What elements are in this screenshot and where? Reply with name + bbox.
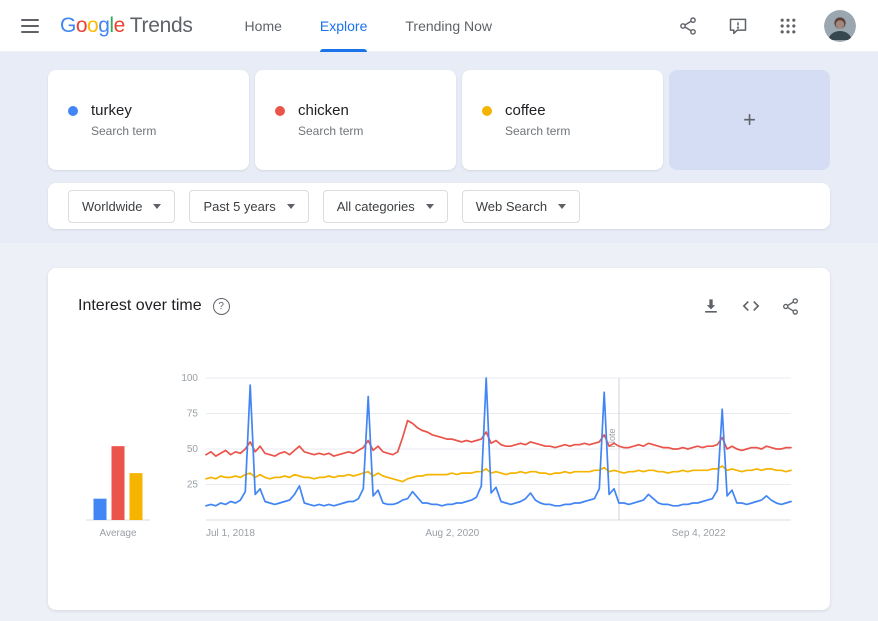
comparison-cards: turkey Search term chicken Search term c…	[48, 70, 830, 170]
hamburger-icon	[21, 18, 39, 33]
nav-trending-now[interactable]: Trending Now	[405, 17, 493, 34]
logo[interactable]: Google Trends	[60, 14, 193, 38]
feedback-bubble-icon	[729, 18, 747, 34]
filter-region[interactable]: Worldwide	[68, 189, 176, 223]
series-dot-coffee	[482, 106, 492, 116]
embed-button[interactable]	[741, 296, 761, 316]
share-chart-button[interactable]	[781, 297, 800, 316]
code-brackets-icon	[742, 301, 760, 311]
logo-trends: Trends	[129, 13, 193, 37]
series-dot-chicken	[275, 106, 285, 116]
card-title: Interest over time	[78, 297, 202, 314]
term-card-coffee[interactable]: coffee Search term	[462, 70, 663, 170]
chevron-down-icon	[558, 203, 567, 209]
svg-text:50: 50	[187, 444, 199, 455]
main-content: Interest over time ?	[0, 243, 878, 621]
top-app-bar: Google Trends Home Explore Trending Now	[0, 0, 878, 52]
share-icon	[680, 16, 696, 35]
svg-text:Sep 4, 2022: Sep 4, 2022	[672, 528, 726, 539]
feedback-button[interactable]	[718, 6, 758, 46]
svg-text:Average: Average	[99, 528, 137, 539]
nav-explore[interactable]: Explore	[319, 0, 368, 52]
filter-category[interactable]: All categories	[322, 189, 448, 223]
logo-google: Google	[60, 13, 125, 37]
term-sublabel: Search term	[298, 124, 364, 138]
interest-over-time-card: Interest over time ?	[48, 268, 830, 610]
term-label: coffee	[505, 102, 546, 119]
card-header: Interest over time ?	[78, 294, 800, 318]
share-button[interactable]	[668, 6, 708, 46]
apps-grid-button[interactable]	[768, 6, 808, 46]
chart-area: Average 25 50 75 100 Note Jul 1, 2018 Aug 2, 2…	[78, 370, 800, 548]
chevron-down-icon	[286, 203, 295, 209]
apps-grid-icon	[780, 18, 796, 33]
add-comparison-card[interactable]: +	[669, 70, 830, 170]
filter-region-value: Worldwide	[82, 198, 143, 214]
term-card-turkey[interactable]: turkey Search term	[48, 70, 249, 170]
svg-text:100: 100	[181, 373, 198, 384]
comparison-section: turkey Search term chicken Search term c…	[0, 52, 878, 243]
filter-time-range-value: Past 5 years	[203, 198, 276, 214]
chevron-down-icon	[425, 203, 434, 209]
chevron-down-icon	[153, 203, 162, 209]
filter-search-type[interactable]: Web Search	[461, 189, 581, 223]
filter-bar: Worldwide Past 5 years All categories We…	[48, 183, 830, 229]
svg-text:Aug 2, 2020: Aug 2, 2020	[425, 528, 479, 539]
share-icon	[783, 297, 798, 315]
svg-text:Note: Note	[607, 428, 617, 447]
average-bar-chart: Average	[86, 446, 150, 539]
filter-time-range[interactable]: Past 5 years	[189, 189, 309, 223]
svg-text:25: 25	[187, 480, 199, 491]
user-avatar[interactable]	[824, 9, 856, 42]
filter-search-type-value: Web Search	[475, 198, 548, 214]
line-chart[interactable]: 25 50 75 100 Note Jul 1, 2018 Aug 2, 2020 Sep 4…	[170, 370, 795, 548]
nav-home[interactable]: Home	[244, 17, 282, 34]
term-label: turkey	[91, 102, 132, 119]
download-icon	[705, 299, 717, 313]
menu-button[interactable]	[10, 6, 50, 46]
download-button[interactable]	[701, 296, 721, 316]
filter-category-value: All categories	[336, 198, 415, 214]
term-label: chicken	[298, 102, 349, 119]
term-sublabel: Search term	[505, 124, 571, 138]
term-sublabel: Search term	[91, 124, 157, 138]
help-icon[interactable]: ?	[212, 297, 230, 315]
plus-icon: +	[743, 107, 756, 132]
svg-text:75: 75	[187, 409, 199, 420]
header-actions	[668, 6, 856, 46]
series-dot-turkey	[68, 106, 78, 116]
svg-text:Jul 1, 2018: Jul 1, 2018	[206, 528, 255, 539]
term-card-chicken[interactable]: chicken Search term	[255, 70, 456, 170]
avatar-image	[824, 9, 856, 42]
main-nav: Home Explore Trending Now	[245, 0, 492, 52]
card-actions	[701, 296, 800, 316]
